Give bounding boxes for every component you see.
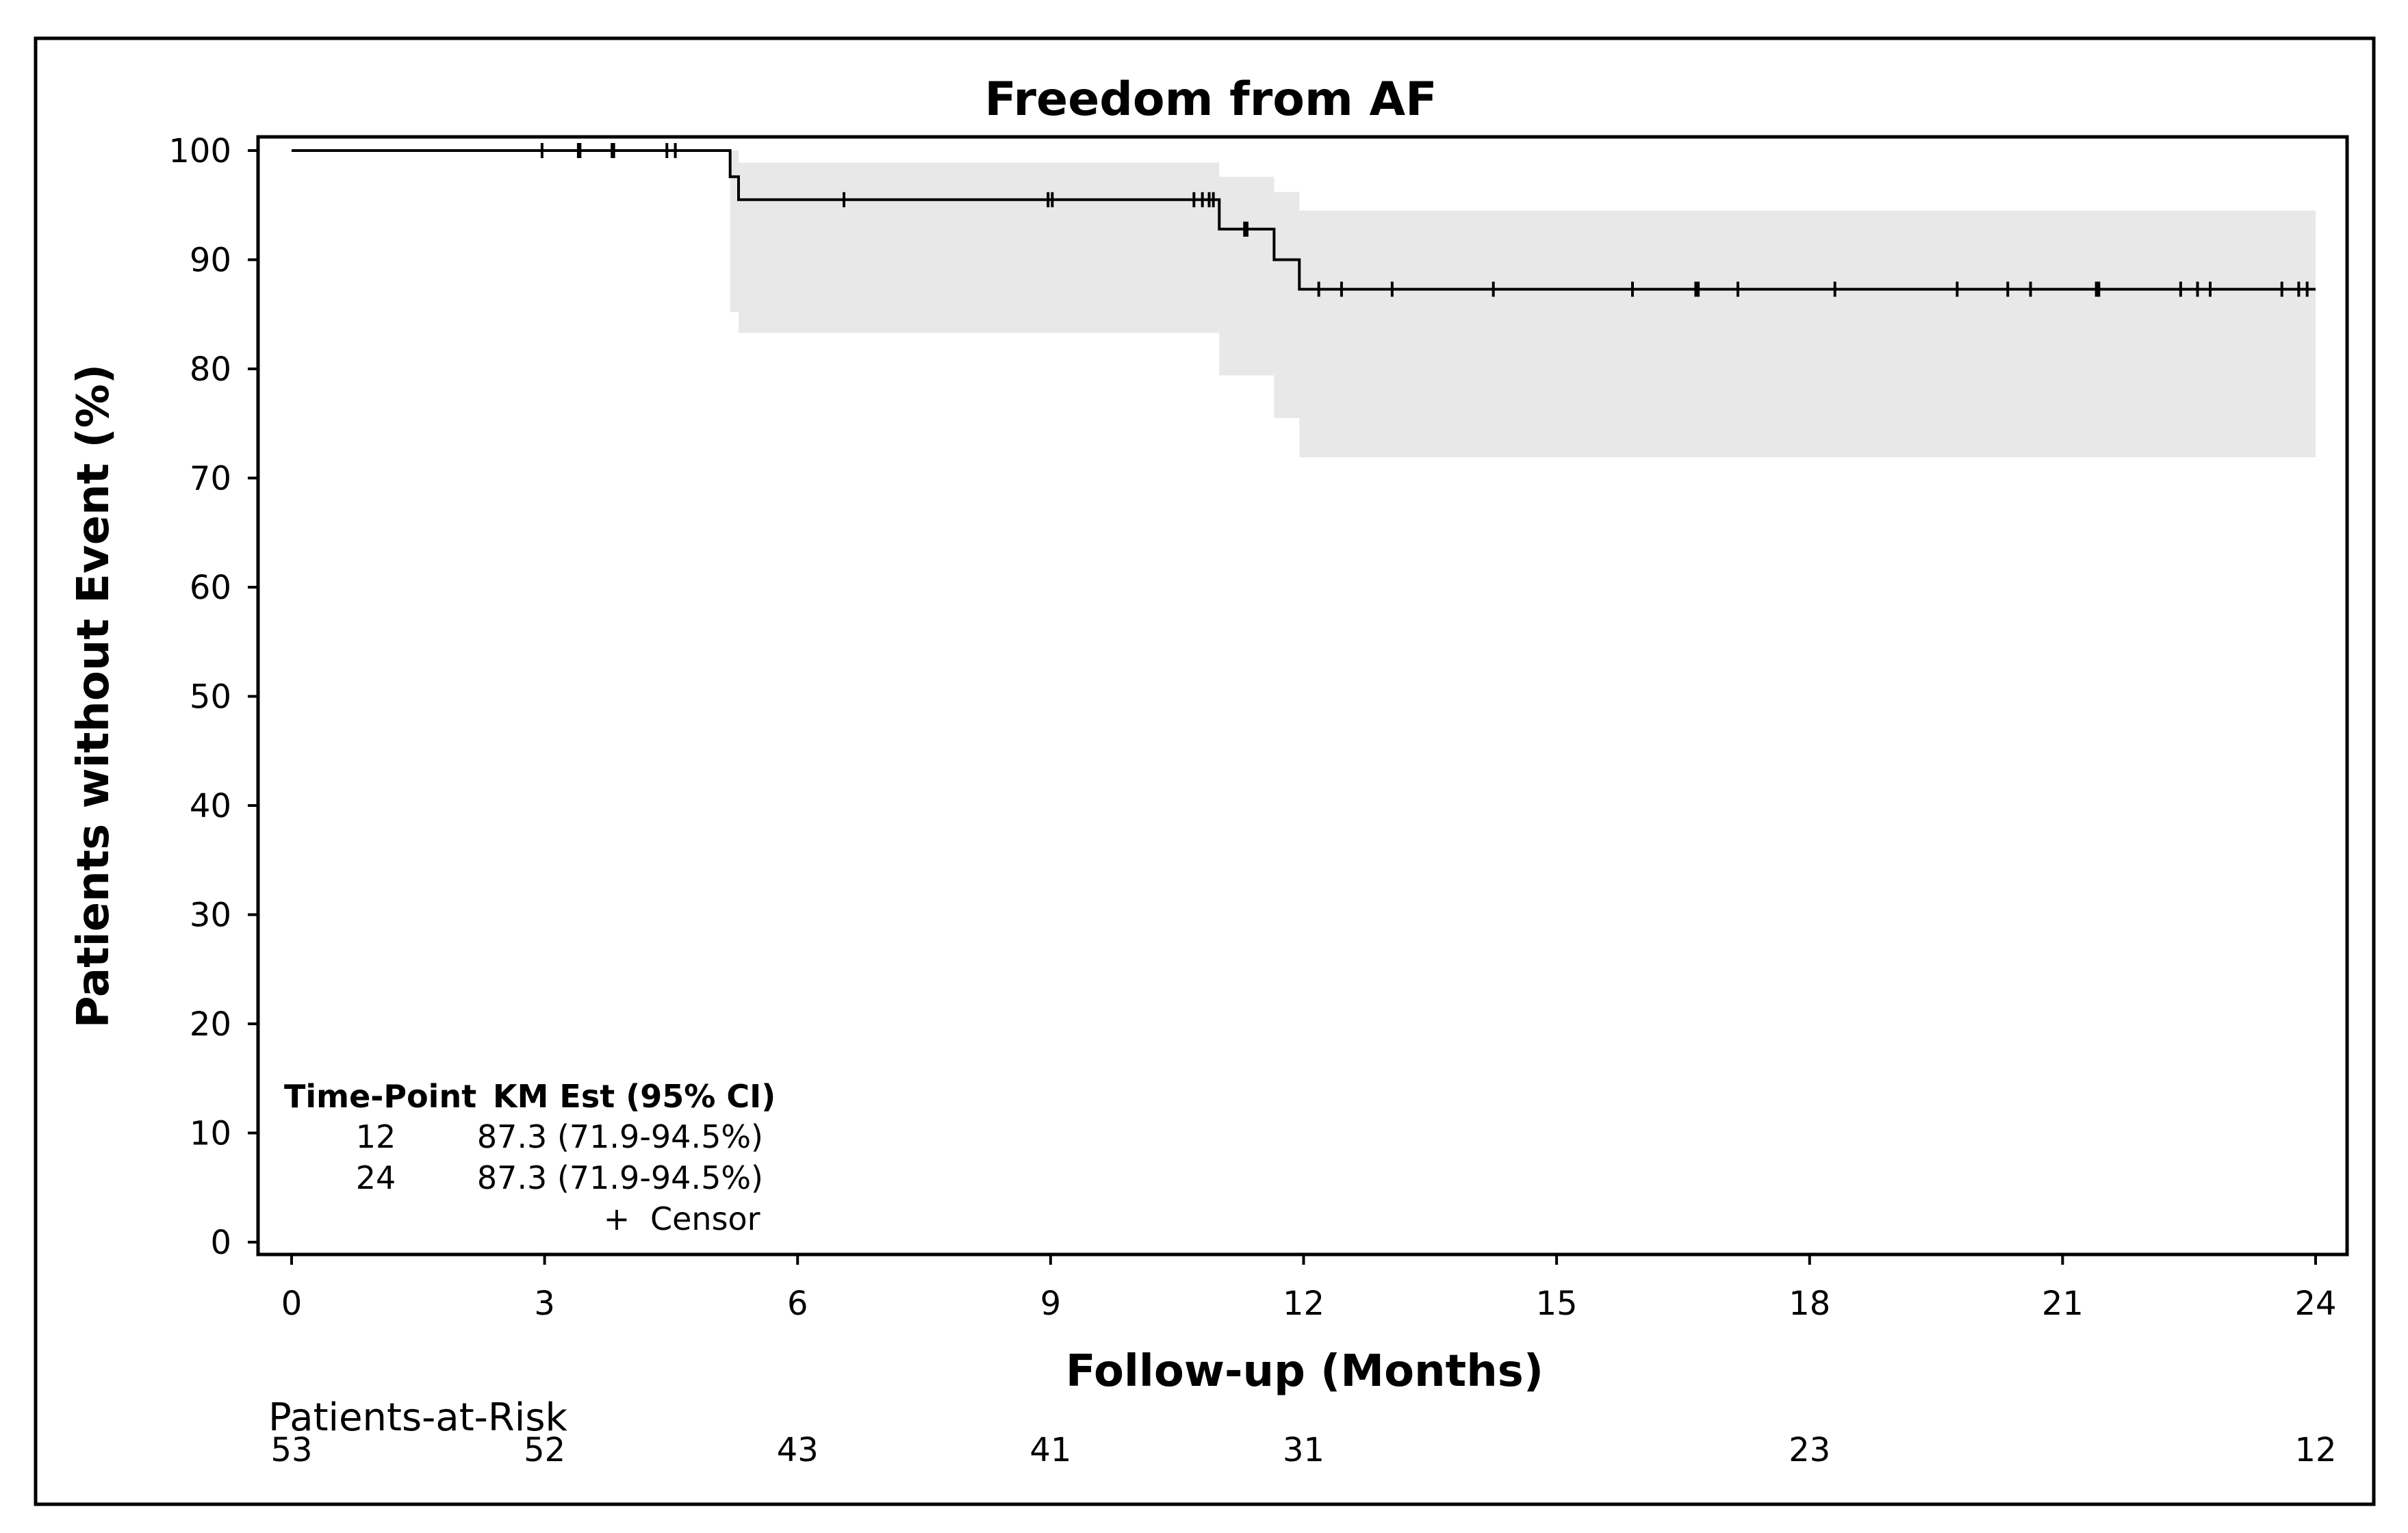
y-tick-label: 70 (190, 460, 231, 498)
x-axis: 0 3 6 9 12 15 18 21 24 (281, 1254, 2337, 1323)
risk-count: 41 (1029, 1431, 1071, 1469)
inset-header-time: Time-Point (284, 1078, 476, 1115)
y-tick-label: 30 (190, 897, 231, 935)
ci-band-segment (1299, 210, 2316, 458)
inset-row-time: 24 (356, 1159, 396, 1196)
y-tick-label: 90 (190, 242, 231, 280)
ci-band-segment (1219, 177, 1275, 376)
x-tick-label: 12 (1283, 1285, 1324, 1323)
survival-curve-group (292, 149, 2316, 291)
ci-band-segment (730, 151, 739, 313)
survival-curve-line (292, 149, 2316, 291)
x-tick-label: 24 (2294, 1285, 2336, 1323)
x-tick-label: 3 (534, 1285, 555, 1323)
x-axis-label: Follow-up (Months) (1066, 1346, 1544, 1397)
ci-band-segment (739, 162, 1220, 333)
x-tick-label: 6 (787, 1285, 808, 1323)
risk-count: 52 (524, 1431, 565, 1469)
x-tick-label: 21 (2042, 1285, 2084, 1323)
ci-band-segment (1274, 192, 1300, 418)
chart-title: Freedom from AF (984, 73, 1437, 127)
censor-legend-label: Censor (650, 1200, 760, 1237)
y-axis: 0 10 20 30 40 50 60 70 80 90 100 (168, 132, 258, 1262)
x-tick-label: 9 (1040, 1285, 1062, 1323)
figure-border (34, 36, 2376, 1506)
y-tick-label: 40 (190, 787, 231, 825)
y-tick-label: 20 (190, 1005, 231, 1044)
risk-count: 53 (270, 1431, 312, 1469)
inset-row-estimate: 87.3 (71.9-94.5%) (477, 1118, 763, 1155)
km-estimate-inset: Time-Point KM Est (95% CI) 12 87.3 (71.9… (284, 1078, 776, 1237)
x-tick-label: 18 (1789, 1285, 1830, 1323)
inset-row-time: 12 (356, 1118, 396, 1155)
y-axis-label: Patients without Event (%) (68, 364, 119, 1028)
censor-marks-group (540, 143, 2309, 297)
inset-header-estimate: KM Est (95% CI) (493, 1078, 776, 1115)
x-tick-label: 0 (281, 1285, 303, 1323)
y-tick-label: 10 (190, 1115, 231, 1153)
y-tick-label: 60 (190, 569, 231, 607)
y-tick-label: 100 (168, 132, 231, 170)
risk-count: 23 (1789, 1431, 1830, 1469)
x-tick-label: 15 (1536, 1285, 1578, 1323)
y-tick-label: 0 (210, 1224, 231, 1262)
risk-count: 43 (777, 1431, 819, 1469)
risk-table-title: Patients-at-Risk (268, 1395, 567, 1440)
risk-count: 12 (2294, 1431, 2336, 1469)
risk-table-counts: 53 52 43 41 31 23 12 (270, 1431, 2336, 1469)
inset-row-estimate: 87.3 (71.9-94.5%) (477, 1159, 763, 1196)
y-tick-label: 80 (190, 350, 231, 389)
risk-count: 31 (1283, 1431, 1324, 1469)
y-tick-label: 50 (190, 678, 231, 717)
censor-legend-symbol: + (604, 1200, 630, 1237)
ci-band-group (730, 151, 2316, 458)
